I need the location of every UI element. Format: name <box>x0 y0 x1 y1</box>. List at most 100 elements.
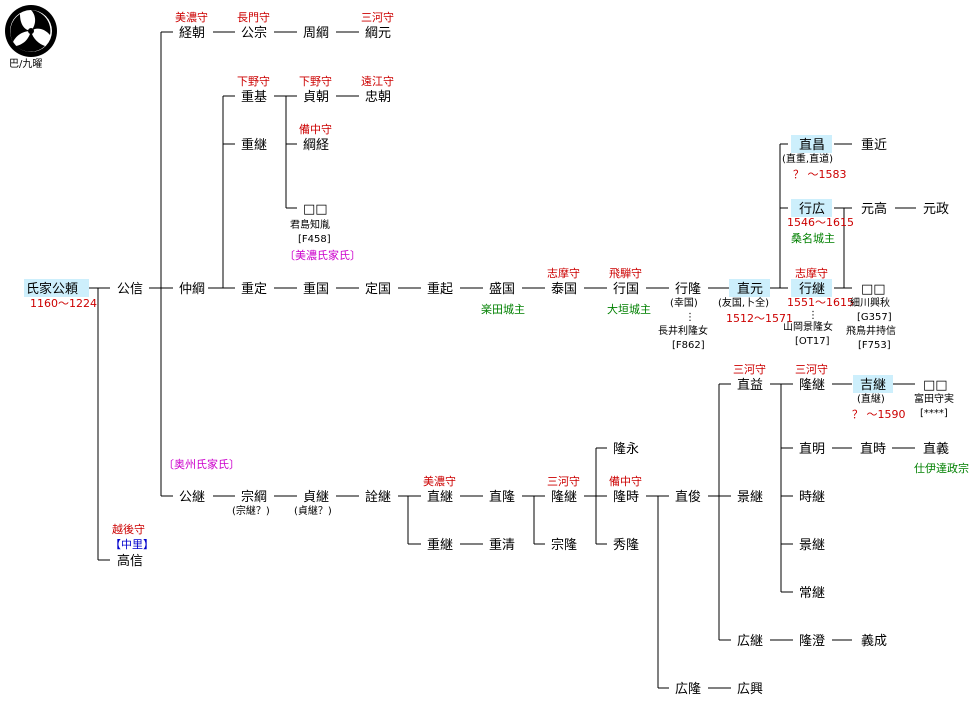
person-name: 広継 <box>737 634 763 649</box>
alias-note: (宗継？) <box>232 504 270 517</box>
court-title: 三河守 <box>361 10 394 24</box>
dates-label: 1551～1615 <box>787 296 854 309</box>
court-title: 三河守 <box>547 474 580 488</box>
castle-label: 大垣城主 <box>607 302 651 316</box>
spouse-note: 細川興秋 <box>850 296 890 309</box>
person-name: 重基 <box>241 89 267 105</box>
dates-label: 1160～1224 <box>30 297 97 310</box>
clan-label: 〔美濃氏家氏〕 <box>284 248 361 262</box>
annotations: 1160～1224 君島知胤 [F458] 〔美濃氏家氏〕 楽田城主 大垣城主 … <box>30 152 969 551</box>
person-name: 泰国 <box>551 282 577 297</box>
court-title: 備中守 <box>299 122 332 136</box>
alias-note: (直重,直道) <box>782 152 833 165</box>
court-titles: 美濃守 長門守 三河守 下野守 下野守 遠江守 備中守 志摩守 飛騨守 志摩守 … <box>112 10 828 536</box>
court-title: 志摩守 <box>547 266 580 280</box>
person-name: 隆永 <box>613 442 639 457</box>
alias-note: (直継) <box>857 392 885 405</box>
dates-label: 1512～1571 <box>726 312 793 325</box>
person-name: 忠朝 <box>365 90 391 105</box>
person-name: 直元 <box>737 282 763 297</box>
person-name: 直昌 <box>799 138 825 153</box>
person-name: 宗綱 <box>241 489 267 505</box>
person-name: 直隆 <box>489 490 515 505</box>
person-name: 氏家公頼 <box>26 281 78 297</box>
person-name: 重清 <box>489 537 515 553</box>
court-title: 下野守 <box>237 74 270 88</box>
ref-note: [****] <box>920 408 948 419</box>
person-name: 時継 <box>799 490 825 505</box>
person-name: 直継 <box>427 490 453 505</box>
svg-text:⋮: ⋮ <box>808 310 818 321</box>
tomoe-crest-icon <box>5 5 57 57</box>
person-name: 周綱 <box>303 26 329 41</box>
clan-label: 〔奥州氏家氏〕 <box>163 457 240 471</box>
person-name: 元政 <box>923 202 949 217</box>
alias-note: (貞継？) <box>294 504 332 517</box>
court-title: 志摩守 <box>795 266 828 280</box>
person-name: 隆継 <box>799 378 825 393</box>
person-name: 直俊 <box>675 490 701 505</box>
person-name: 宗隆 <box>551 537 577 553</box>
person-name: 隆継 <box>551 490 577 505</box>
person-name: 重継 <box>241 137 267 153</box>
person-name: 重国 <box>303 281 329 297</box>
person-name: 公継 <box>179 490 205 505</box>
court-title: 遠江守 <box>361 74 394 88</box>
person-name: 広隆 <box>675 682 701 697</box>
person-name: 常継 <box>799 586 825 601</box>
dates-label: ？ ～1583 <box>793 168 847 181</box>
court-title: 長門守 <box>237 10 270 24</box>
person-name: 義成 <box>861 633 887 649</box>
alias-note: (幸国) <box>670 297 698 309</box>
crest-label: 巴/九曜 <box>9 58 42 70</box>
ref-note: [G357] <box>857 312 892 323</box>
castle-label: 楽田城主 <box>481 303 525 316</box>
person-names: 氏家公頼 公信 経朝 公宗 周綱 綱元 重基 貞朝 忠朝 重継 綱経 □□ 仲綱… <box>26 25 949 697</box>
person-name: 直義 <box>923 441 949 457</box>
ref-note: [OT17] <box>795 336 830 347</box>
person-name: 公信 <box>117 282 143 297</box>
court-title: 飛騨守 <box>609 266 642 280</box>
court-title: 備中守 <box>609 474 642 488</box>
person-name: 景継 <box>799 538 825 553</box>
place-label: 【中里】 <box>110 538 154 551</box>
person-name: 詮継 <box>365 490 391 505</box>
ref-note: [F753] <box>858 340 891 351</box>
dates-label: ？ ～1590 <box>852 408 906 421</box>
spouse-note: 山岡景隆女 <box>783 320 833 333</box>
person-name: 重継 <box>427 537 453 553</box>
alias-note: (友国,卜全) <box>718 296 769 309</box>
spouse-note: 富田守実 <box>914 392 954 405</box>
person-name: 仲綱 <box>179 282 205 297</box>
court-title: 越後守 <box>112 522 145 536</box>
spouse-note: 君島知胤 <box>290 218 330 231</box>
person-name: 元高 <box>861 201 887 217</box>
person-name: 吉継 <box>860 378 886 393</box>
person-name: 経朝 <box>179 26 205 41</box>
person-name: 綱経 <box>303 138 329 153</box>
highlight-boxes <box>24 135 893 393</box>
person-name: 行継 <box>799 282 825 297</box>
person-name: 直益 <box>737 378 763 393</box>
court-title: 三河守 <box>733 362 766 376</box>
person-name: 隆澄 <box>799 634 825 649</box>
person-name: 重起 <box>427 281 453 297</box>
court-title: 下野守 <box>299 74 332 88</box>
court-title: 美濃守 <box>423 474 456 488</box>
svg-text:⋮: ⋮ <box>685 312 695 323</box>
crest: 巴/九曜 <box>5 5 57 70</box>
person-name: □□ <box>923 378 948 393</box>
person-name: 直時 <box>860 442 886 457</box>
person-name: 広興 <box>737 682 763 697</box>
person-name: 直明 <box>799 442 825 457</box>
ref-note: [F862] <box>672 340 705 351</box>
service-note: 仕伊達政宗 <box>914 461 969 475</box>
person-name: 重近 <box>861 137 887 153</box>
person-name: 公宗 <box>241 25 267 41</box>
person-name: 隆時 <box>613 490 639 505</box>
person-name: 貞継 <box>303 490 329 505</box>
spouse-note: 飛鳥井持信 <box>846 324 896 337</box>
person-name: □□ <box>861 282 886 297</box>
person-name: 秀隆 <box>613 538 639 553</box>
